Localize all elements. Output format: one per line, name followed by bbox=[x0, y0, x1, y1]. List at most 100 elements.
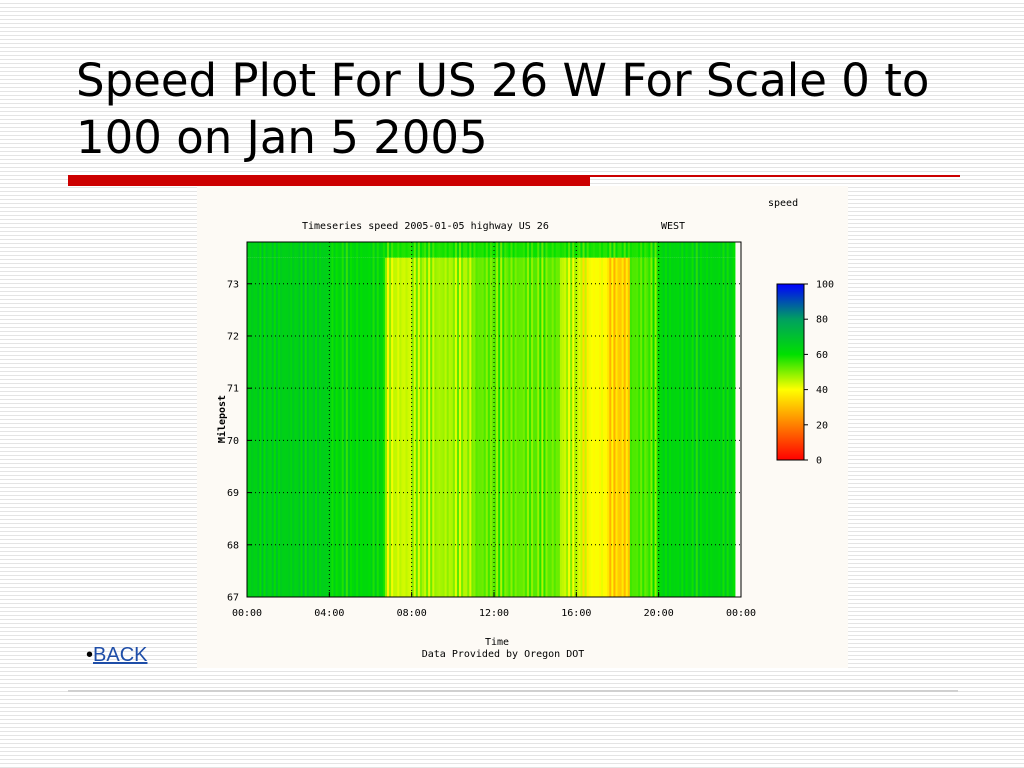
heatmap-cell bbox=[584, 242, 588, 258]
heatmap-cell bbox=[380, 242, 384, 258]
heatmap-cell bbox=[619, 242, 623, 258]
heatmap-cell bbox=[277, 242, 281, 258]
heatmap-cell bbox=[683, 257, 687, 597]
heatmap-cell bbox=[273, 242, 277, 258]
heatmap-cell bbox=[467, 242, 470, 258]
heatmap-cell bbox=[668, 257, 672, 597]
heatmap-cell bbox=[592, 242, 596, 258]
heatmap-cell bbox=[409, 257, 413, 597]
heatmap-cell bbox=[341, 257, 345, 597]
heatmap-cell bbox=[405, 242, 409, 258]
heatmap-cell bbox=[426, 242, 429, 258]
heatmap-cell bbox=[508, 242, 512, 258]
heatmap-cell bbox=[347, 257, 351, 597]
heatmap-cell bbox=[479, 257, 483, 597]
heatmap-cell bbox=[417, 242, 421, 258]
heatmap-cell bbox=[681, 242, 684, 258]
heatmap-cell bbox=[644, 257, 647, 597]
heatmap-cell bbox=[450, 242, 454, 258]
heatmap-cell bbox=[679, 257, 682, 597]
heatmap-cell bbox=[263, 257, 267, 597]
title-underline-thin bbox=[590, 175, 960, 177]
colorbar-tick-label: 100 bbox=[816, 280, 834, 291]
heatmap-cell bbox=[351, 257, 355, 597]
heatmap-cell bbox=[568, 257, 571, 597]
heatmap-cell bbox=[518, 257, 522, 597]
heatmap-cell bbox=[576, 242, 579, 258]
heatmap-cell bbox=[496, 242, 499, 258]
heatmap-cell bbox=[601, 257, 604, 597]
heatmap-cell bbox=[366, 242, 370, 258]
heatmap-cell bbox=[648, 257, 652, 597]
heatmap-cell bbox=[547, 257, 551, 597]
x-tick-label: 04:00 bbox=[314, 608, 344, 619]
y-tick-label: 71 bbox=[227, 384, 239, 395]
heatmap-cell bbox=[345, 242, 349, 258]
heatmap-cell bbox=[473, 257, 477, 597]
heatmap-cell bbox=[438, 257, 442, 597]
heatmap-cell bbox=[524, 257, 528, 597]
heatmap-cell bbox=[337, 242, 341, 258]
heatmap-cell bbox=[362, 242, 365, 258]
heatmap-cell bbox=[728, 242, 732, 258]
heatmap-cell bbox=[693, 242, 697, 258]
heatmap-cell bbox=[249, 257, 252, 597]
heatmap-cell bbox=[724, 257, 728, 597]
x-tick-label: 00:00 bbox=[232, 608, 262, 619]
heatmap-cell bbox=[693, 257, 697, 597]
heatmap-cell bbox=[271, 242, 275, 258]
heatmap-cell bbox=[611, 257, 614, 597]
heatmap-cell bbox=[656, 257, 660, 597]
heatmap-cell bbox=[459, 257, 462, 597]
heatmap-cell bbox=[345, 257, 349, 597]
back-link[interactable]: BACK bbox=[93, 644, 148, 666]
heatmap-cell bbox=[652, 242, 656, 258]
heatmap-cell bbox=[397, 242, 400, 258]
heatmap-cell bbox=[701, 257, 705, 597]
heatmap-cell bbox=[393, 257, 396, 597]
y-axis-ticks: 67 68 69 70 71 72 73 bbox=[227, 279, 252, 604]
heatmap-cell bbox=[424, 257, 427, 597]
heatmap-cell bbox=[598, 257, 602, 597]
heatmap-cell bbox=[716, 257, 719, 597]
slide-title: Speed Plot For US 26 W For Scale 0 to 10… bbox=[76, 54, 930, 164]
heatmap-cell bbox=[658, 257, 662, 597]
heatmap-cell bbox=[374, 257, 378, 597]
heatmap-cell bbox=[300, 257, 304, 597]
heatmap-cell bbox=[335, 257, 339, 597]
heatmap-cell bbox=[432, 242, 435, 258]
heatmap-cell bbox=[494, 257, 497, 597]
heatmap-cell bbox=[382, 242, 386, 258]
heatmap-cell bbox=[650, 242, 654, 258]
heatmap-cell bbox=[323, 257, 326, 597]
heatmap-cell bbox=[417, 257, 421, 597]
heatmap-cell bbox=[528, 242, 532, 258]
heatmap-cell bbox=[498, 257, 501, 597]
heatmap-cell bbox=[640, 257, 643, 597]
heatmap-cell bbox=[520, 242, 524, 258]
heatmap-cell bbox=[271, 257, 275, 597]
heatmap-cell bbox=[520, 257, 524, 597]
heatmap-cell bbox=[275, 242, 279, 258]
heatmap-cell bbox=[281, 242, 285, 258]
heatmap-cell bbox=[302, 242, 306, 258]
heatmap-cell bbox=[329, 242, 332, 258]
heatmap-cell bbox=[720, 242, 724, 258]
heatmap-cell bbox=[714, 242, 717, 258]
heatmap-cell bbox=[526, 257, 530, 597]
heatmap-cell bbox=[380, 257, 384, 597]
heatmap-cell bbox=[615, 242, 619, 258]
chart-direction: WEST bbox=[661, 221, 685, 232]
y-tick-label: 70 bbox=[227, 436, 239, 447]
heatmap-cell bbox=[570, 257, 573, 597]
heatmap-cell bbox=[286, 257, 289, 597]
heatmap-cell bbox=[421, 242, 425, 258]
heatmap-cell bbox=[689, 257, 693, 597]
heatmap-cell bbox=[496, 257, 499, 597]
heatmap-cell bbox=[671, 257, 674, 597]
heatmap-cell bbox=[389, 257, 392, 597]
heatmap-cell bbox=[609, 242, 612, 258]
heatmap-cell bbox=[426, 257, 429, 597]
heatmap-cell bbox=[267, 257, 271, 597]
heatmap-cell bbox=[269, 242, 273, 258]
